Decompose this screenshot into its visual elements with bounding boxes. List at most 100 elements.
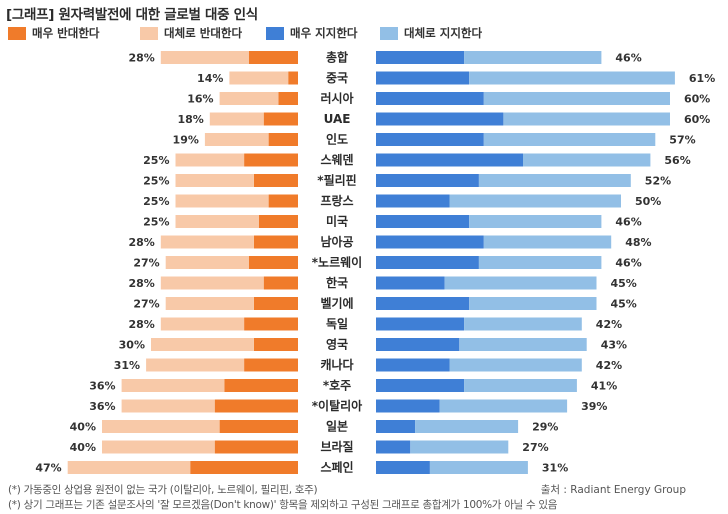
bar-somewhat-oppose bbox=[102, 420, 220, 433]
bar-somewhat-oppose bbox=[229, 71, 289, 85]
bar-somewhat-oppose bbox=[67, 461, 191, 474]
bar-somewhat-oppose bbox=[160, 276, 264, 290]
bar-strongly-support bbox=[376, 358, 450, 372]
bar-somewhat-oppose bbox=[175, 153, 245, 167]
legend-label-strongly-oppose: 매우 반대한다 bbox=[32, 26, 100, 40]
bar-somewhat-oppose bbox=[160, 317, 245, 331]
support-total-label: 56% bbox=[664, 154, 690, 167]
country-label: 한국 bbox=[326, 275, 348, 290]
support-total-label: 61% bbox=[689, 72, 715, 85]
bar-strongly-support bbox=[376, 133, 484, 146]
bar-somewhat-oppose bbox=[204, 133, 269, 146]
bar-somewhat-oppose bbox=[146, 358, 245, 372]
bar-strongly-support bbox=[376, 399, 440, 413]
country-label: 남아공 bbox=[320, 234, 353, 249]
bar-strongly-support bbox=[376, 297, 470, 310]
bar-strongly-oppose bbox=[214, 440, 298, 454]
support-total-label: 45% bbox=[611, 277, 637, 290]
country-label: 중국 bbox=[326, 71, 348, 85]
support-total-label: 57% bbox=[669, 134, 695, 147]
oppose-total-label: 36% bbox=[89, 380, 115, 393]
oppose-total-label: 28% bbox=[128, 52, 154, 65]
bar-strongly-oppose bbox=[253, 235, 298, 249]
legend-swatch-strongly-oppose bbox=[8, 26, 26, 40]
legend-swatch-strongly-support bbox=[266, 26, 284, 40]
bar-somewhat-support bbox=[410, 440, 509, 454]
legend-item-strongly-support: 매우 지지한다 bbox=[266, 25, 357, 41]
country-label: 미국 bbox=[326, 214, 348, 229]
bar-somewhat-support bbox=[464, 379, 577, 392]
bar-strongly-oppose bbox=[253, 297, 298, 310]
oppose-total-label: 30% bbox=[119, 339, 145, 352]
country-label: 스웨덴 bbox=[320, 152, 353, 167]
bar-somewhat-support bbox=[459, 338, 587, 351]
bar-somewhat-support bbox=[469, 71, 675, 85]
bar-somewhat-support bbox=[483, 235, 612, 249]
bar-somewhat-oppose bbox=[175, 174, 254, 187]
legend: 매우 반대한다 대체로 반대한다 매우 지지한다 대체로 지지한다 bbox=[0, 25, 728, 41]
support-total-label: 43% bbox=[601, 339, 627, 352]
bar-strongly-oppose bbox=[249, 256, 298, 269]
support-total-label: 42% bbox=[596, 318, 622, 331]
oppose-total-label: 18% bbox=[177, 113, 203, 126]
oppose-total-label: 27% bbox=[133, 257, 159, 270]
bar-strongly-support bbox=[376, 276, 445, 290]
country-label: UAE bbox=[324, 112, 351, 126]
country-label: 러시아 bbox=[320, 91, 353, 106]
bar-strongly-support bbox=[376, 317, 465, 331]
country-label: 인도 bbox=[326, 132, 348, 147]
bar-strongly-oppose bbox=[244, 153, 298, 167]
bar-strongly-oppose bbox=[278, 92, 298, 105]
support-total-label: 39% bbox=[581, 400, 607, 413]
footnote-dont-know-excluded: (*) 상기 그래프는 기존 설문조사의 '잘 모르겠음(Don't know)… bbox=[8, 499, 558, 511]
bar-somewhat-support bbox=[523, 153, 651, 167]
footnote-no-commercial-reactors: (*) 가동중인 상업용 원전이 없는 국가 (이탈리아, 노르웨이, 필리핀,… bbox=[8, 484, 318, 496]
legend-item-strongly-oppose: 매우 반대한다 bbox=[8, 25, 99, 41]
country-label: 브라질 bbox=[320, 439, 353, 454]
bar-somewhat-support bbox=[464, 317, 582, 331]
support-total-label: 46% bbox=[615, 52, 641, 65]
support-total-label: 42% bbox=[596, 359, 622, 372]
bar-somewhat-support bbox=[469, 297, 597, 310]
bar-somewhat-support bbox=[449, 194, 621, 208]
bar-somewhat-support bbox=[464, 51, 602, 64]
country-label: 영국 bbox=[326, 337, 348, 352]
bar-strongly-support bbox=[376, 235, 484, 249]
bar-strongly-support bbox=[376, 461, 430, 474]
oppose-total-label: 25% bbox=[143, 154, 169, 167]
bar-strongly-support bbox=[376, 440, 411, 454]
bar-somewhat-support bbox=[415, 420, 519, 433]
bar-strongly-oppose bbox=[244, 358, 298, 372]
oppose-total-label: 25% bbox=[143, 195, 169, 208]
bar-somewhat-oppose bbox=[175, 215, 259, 228]
bar-somewhat-oppose bbox=[121, 399, 215, 413]
source-note: 출처 : Radiant Energy Group bbox=[540, 484, 686, 496]
bar-somewhat-oppose bbox=[165, 297, 254, 310]
bar-strongly-oppose bbox=[224, 379, 298, 392]
support-total-label: 46% bbox=[615, 216, 641, 229]
support-total-label: 60% bbox=[684, 93, 710, 106]
support-total-label: 52% bbox=[645, 175, 671, 188]
bar-somewhat-oppose bbox=[121, 379, 225, 392]
country-label: 벨기에 bbox=[320, 296, 353, 311]
bar-somewhat-support bbox=[478, 256, 602, 269]
bar-strongly-support bbox=[376, 194, 450, 208]
oppose-total-label: 36% bbox=[89, 400, 115, 413]
bar-strongly-oppose bbox=[214, 399, 298, 413]
country-label: *호주 bbox=[323, 379, 351, 393]
bar-somewhat-oppose bbox=[165, 256, 249, 269]
bar-strongly-oppose bbox=[249, 51, 298, 64]
chart-title: [그래프] 원자력발전에 대한 글로벌 대중 인식 bbox=[6, 7, 258, 23]
oppose-total-label: 19% bbox=[173, 134, 199, 147]
country-label: 스페인 bbox=[320, 460, 353, 475]
bar-strongly-oppose bbox=[253, 338, 298, 351]
support-total-label: 45% bbox=[611, 298, 637, 311]
country-label: *노르웨이 bbox=[312, 255, 362, 270]
bar-somewhat-oppose bbox=[160, 235, 254, 249]
bar-somewhat-oppose bbox=[209, 112, 264, 126]
bar-strongly-oppose bbox=[258, 215, 298, 228]
country-label: 프랑스 bbox=[320, 194, 353, 208]
oppose-total-label: 40% bbox=[70, 421, 96, 434]
legend-item-somewhat-support: 대체로 지지한다 bbox=[380, 25, 482, 41]
bar-strongly-support bbox=[376, 112, 504, 126]
